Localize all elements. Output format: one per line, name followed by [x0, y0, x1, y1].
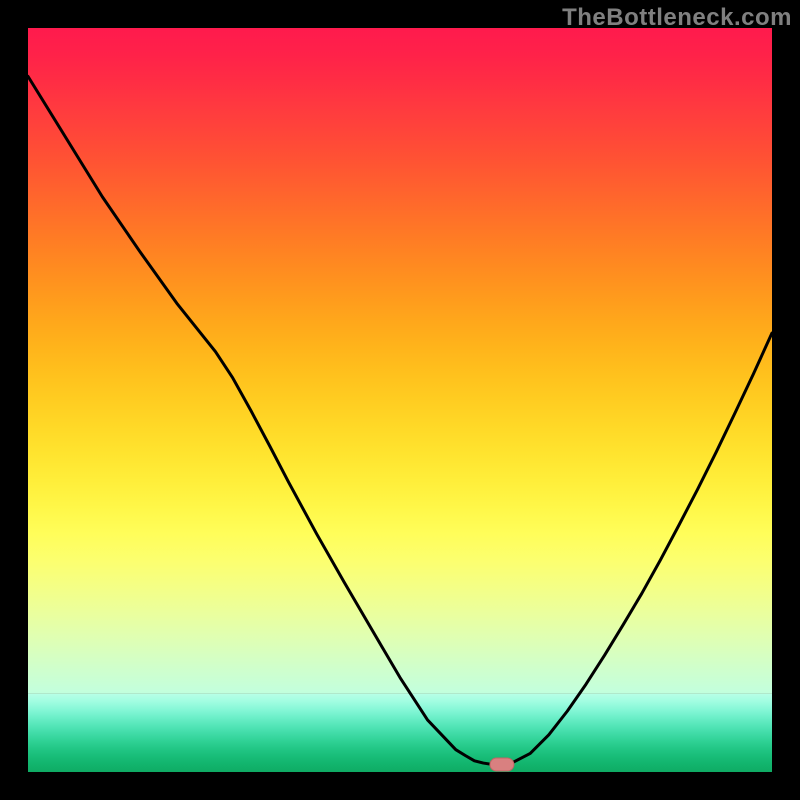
bottleneck-chart [0, 0, 800, 800]
chart-container: TheBottleneck.com [0, 0, 800, 800]
optimal-marker [490, 758, 514, 771]
watermark-text: TheBottleneck.com [562, 4, 792, 32]
